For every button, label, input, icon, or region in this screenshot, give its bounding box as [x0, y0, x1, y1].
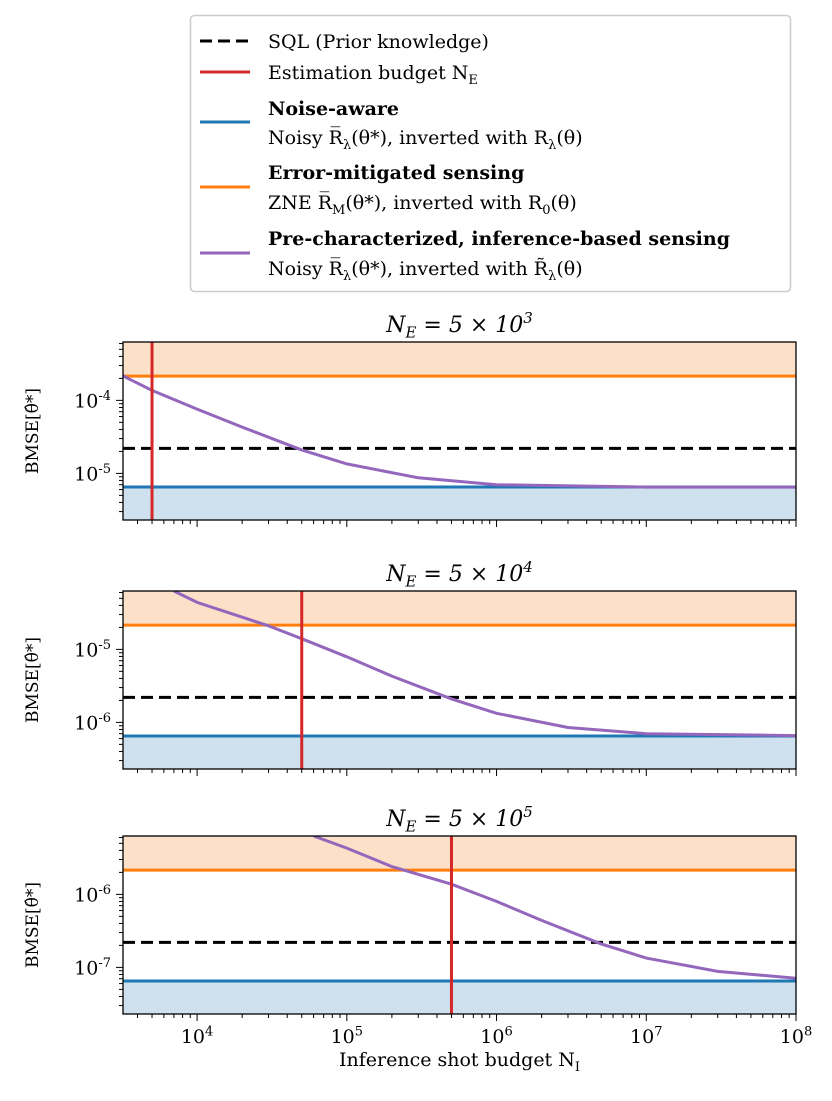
chart-panels: 10-4​10-5​NE​ = 5 × 103​BMSE[θ̂*]10-5​10… — [23, 309, 812, 1075]
panel-title: NE​ = 5 × 103​ — [385, 309, 533, 341]
noise-aware-region — [123, 736, 796, 769]
y-tick-label: 10-6​ — [74, 883, 111, 907]
error-mitigated-region — [123, 836, 796, 871]
panel-2: 10-5​ 10-6​ NE​ = 5 × 104​ BMSE[θ̂*] — [23, 558, 797, 776]
legend-label-error_mitigated: Error-mitigated sensing — [268, 162, 524, 184]
x-tick-label: 106​ — [480, 1024, 512, 1048]
legend-label-pre_characterized: Pre-characterized, inference-based sensi… — [268, 228, 730, 250]
legend: SQL (Prior knowledge) Estimation budget N… — [189, 14, 792, 293]
axes-frame — [122, 835, 797, 1015]
y-tick-label: 10-6​ — [74, 711, 111, 735]
y-tick-label: 10-5​ — [74, 462, 111, 486]
pre-characterized-curve — [173, 591, 796, 738]
x-tick-label: 107​ — [630, 1024, 662, 1048]
y-tick-label: 10-4​ — [74, 389, 111, 413]
panel-title: NE​ = 5 × 104​ — [385, 558, 533, 590]
panel-3: 10-6​ 10-7​ 104​ 105​ 106​ 107​ 108​ NE​ = 5 × … — [23, 803, 812, 1075]
axes-frame — [122, 590, 797, 770]
legend-label-budget: Estimation budget NE​ — [268, 62, 478, 88]
x-tick-label: 105​ — [331, 1024, 363, 1048]
legend-label-sql: SQL (Prior knowledge) — [268, 31, 489, 53]
legend-frame — [189, 14, 792, 293]
noise-aware-region — [123, 981, 796, 1014]
y-axis-label: BMSE[θ̂*] — [23, 637, 43, 723]
x-axis-label: Inference shot budget NI​ — [339, 1049, 580, 1075]
panel-title: NE​ = 5 × 105​ — [385, 803, 533, 835]
x-tick-label: 104​ — [181, 1024, 213, 1048]
pre-characterized-curve — [123, 374, 796, 489]
error-mitigated-region — [123, 342, 796, 377]
pre-characterized-curve — [313, 836, 796, 980]
noise-aware-region — [123, 487, 796, 520]
y-axis-label: BMSE[θ̂*] — [23, 882, 43, 968]
x-tick-label: 108​ — [780, 1024, 812, 1048]
legend-sublabel-error_mitigated: ZNE R̅M​(θ*), inverted with R0​(θ) — [268, 192, 577, 218]
y-tick-label: 10-7​ — [74, 956, 111, 980]
legend-label-noise_aware: Noise-aware — [268, 98, 399, 120]
panel-1: 10-4​ 10-5​ NE​ = 5 × 103​ BMSE[θ̂*] — [23, 309, 797, 527]
error-mitigated-region — [123, 591, 796, 626]
axes-frame — [122, 341, 797, 521]
y-tick-label: 10-5​ — [74, 638, 111, 662]
y-axis-label: BMSE[θ̂*] — [23, 388, 43, 474]
legend-sublabel-pre_characterized: Noisy R̅λ​(θ*), inverted with R̃λ​(θ) — [268, 258, 583, 284]
legend-sublabel-noise_aware: Noisy R̅λ​(θ*), inverted with Rλ​(θ) — [268, 127, 583, 153]
